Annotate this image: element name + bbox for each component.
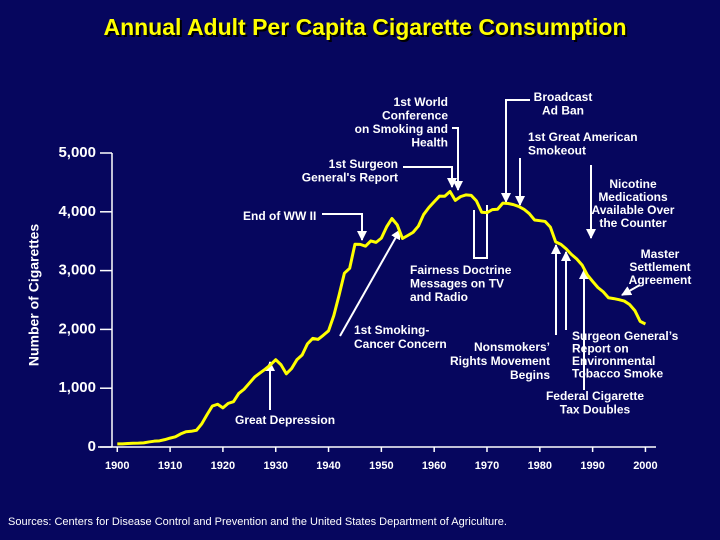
annotation: Ad Ban (542, 104, 584, 118)
annotation: Medications (598, 190, 668, 204)
annotation: Great Depression (235, 413, 335, 427)
annotation: on Smoking and (355, 122, 448, 136)
annotation: Federal Cigarette (546, 389, 644, 403)
x-tick-label: 1970 (475, 460, 499, 472)
annotation: Nicotine (609, 177, 657, 191)
y-tick-label: 5,000 (58, 144, 96, 161)
y-tick-label: 2,000 (58, 320, 96, 337)
annotation: Cancer Concern (354, 337, 447, 351)
arrow (452, 127, 463, 191)
arrow (322, 213, 367, 241)
x-tick-label: 1930 (263, 460, 287, 472)
annotation: Fairness Doctrine (410, 263, 512, 277)
annotation: 1st Smoking- (354, 323, 429, 337)
arrow (403, 166, 457, 188)
x-tick-label: 1910 (158, 460, 182, 472)
annotation: Master (641, 247, 680, 261)
annotation: Conference (382, 109, 448, 123)
annotation: Agreement (629, 273, 692, 287)
annotation: Available Over (592, 203, 675, 217)
annotation: Messages on TV (410, 277, 504, 291)
y-tick-label: 4,000 (58, 203, 96, 220)
annotation: Tobacco Smoke (572, 367, 663, 381)
y-tick-label: 3,000 (58, 262, 96, 279)
annotation: General's Report (302, 171, 398, 185)
annotation: Tax Doubles (560, 403, 631, 417)
arrow (339, 229, 401, 337)
annotation: Surgeon General’s (572, 329, 679, 343)
y-tick-label: 1,000 (58, 379, 96, 396)
annotation: Settlement (629, 260, 690, 274)
annotation: Health (411, 136, 448, 150)
source-note: Sources: Centers for Disease Control and… (8, 516, 507, 528)
annotation: and Radio (410, 290, 468, 304)
chart-title: Annual Adult Per Capita Cigarette Consum… (103, 14, 626, 40)
annotation: Begins (510, 368, 550, 382)
annotation: Smokeout (528, 144, 586, 158)
annotation: 1st Surgeon (329, 157, 398, 171)
x-tick-label: 1920 (211, 460, 235, 472)
x-tick-label: 1900 (105, 460, 129, 472)
annotation-arrows (265, 99, 641, 410)
y-axis-label: Number of Cigarettes (26, 224, 42, 367)
annotation: Nonsmokers’ (474, 340, 550, 354)
x-tick-label: 1980 (528, 460, 552, 472)
annotation: Rights Movement (450, 354, 550, 368)
x-tick-label: 1940 (316, 460, 340, 472)
annotation: End of WW II (243, 209, 316, 223)
annotation: Environmental (572, 354, 655, 368)
annotation: the Counter (599, 216, 667, 230)
y-tick-label: 0 (88, 438, 96, 455)
annotation: Broadcast (534, 90, 593, 104)
arrow (621, 284, 641, 296)
x-tick-label: 2000 (633, 460, 657, 472)
annotation: 1st World (394, 95, 448, 109)
x-tick-label: 1960 (422, 460, 446, 472)
annotation: 1st Great American (528, 130, 638, 144)
annotation: Report on (572, 342, 629, 356)
bracket (473, 205, 488, 259)
x-tick-label: 1950 (369, 460, 393, 472)
chart-title-shadow: Annual Adult Per Capita Cigarette Consum… (105, 16, 628, 42)
x-tick-label: 1990 (580, 460, 604, 472)
data-line (117, 190, 647, 446)
arrow (501, 99, 530, 203)
